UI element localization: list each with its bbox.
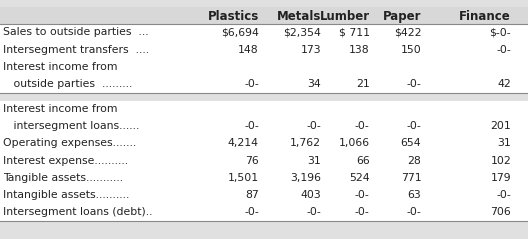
Text: 87: 87	[245, 190, 259, 200]
Text: 4,214: 4,214	[228, 138, 259, 148]
Text: intersegment loans......: intersegment loans......	[3, 121, 139, 131]
Text: 173: 173	[300, 45, 321, 55]
Text: 3,196: 3,196	[290, 173, 321, 183]
Text: -0-: -0-	[244, 121, 259, 131]
Text: Tangible assets...........: Tangible assets...........	[3, 173, 123, 183]
Text: 28: 28	[408, 156, 421, 166]
Text: $ 711: $ 711	[338, 27, 370, 38]
Text: 1,501: 1,501	[228, 173, 259, 183]
Text: Interest income from: Interest income from	[3, 62, 117, 72]
FancyBboxPatch shape	[0, 101, 528, 221]
Text: 706: 706	[491, 207, 511, 217]
Text: 138: 138	[349, 45, 370, 55]
Text: 150: 150	[401, 45, 421, 55]
Text: -0-: -0-	[355, 121, 370, 131]
Text: 76: 76	[245, 156, 259, 166]
Text: Lumber: Lumber	[319, 10, 370, 23]
Text: Interest income from: Interest income from	[3, 104, 117, 114]
Text: Intersegment loans (debt)..: Intersegment loans (debt)..	[3, 207, 152, 217]
Text: 179: 179	[491, 173, 511, 183]
Text: Metals: Metals	[277, 10, 321, 23]
Text: 1,066: 1,066	[338, 138, 370, 148]
Text: -0-: -0-	[407, 79, 421, 89]
Text: Operating expenses.......: Operating expenses.......	[3, 138, 136, 148]
Text: -0-: -0-	[407, 121, 421, 131]
Text: -0-: -0-	[355, 207, 370, 217]
Text: $6,694: $6,694	[221, 27, 259, 38]
Text: 42: 42	[497, 79, 511, 89]
Text: 1,762: 1,762	[290, 138, 321, 148]
Text: 524: 524	[349, 173, 370, 183]
Text: Paper: Paper	[383, 10, 421, 23]
Text: -0-: -0-	[244, 207, 259, 217]
Text: 31: 31	[307, 156, 321, 166]
Text: 31: 31	[497, 138, 511, 148]
Text: -0-: -0-	[244, 79, 259, 89]
Text: $422: $422	[394, 27, 421, 38]
Text: Plastics: Plastics	[208, 10, 259, 23]
Text: 21: 21	[356, 79, 370, 89]
Text: Finance: Finance	[459, 10, 511, 23]
Text: Intangible assets..........: Intangible assets..........	[3, 190, 129, 200]
Text: -0-: -0-	[496, 45, 511, 55]
Text: 148: 148	[238, 45, 259, 55]
Text: 102: 102	[491, 156, 511, 166]
Text: 771: 771	[401, 173, 421, 183]
Text: -0-: -0-	[306, 121, 321, 131]
Text: 201: 201	[491, 121, 511, 131]
Text: Interest expense..........: Interest expense..........	[3, 156, 128, 166]
Text: -0-: -0-	[407, 207, 421, 217]
Text: outside parties  .........: outside parties .........	[3, 79, 132, 89]
Text: $-0-: $-0-	[489, 27, 511, 38]
FancyBboxPatch shape	[0, 7, 528, 24]
Text: 654: 654	[401, 138, 421, 148]
Text: -0-: -0-	[496, 190, 511, 200]
Text: Sales to outside parties  ...: Sales to outside parties ...	[3, 27, 148, 38]
Text: 403: 403	[300, 190, 321, 200]
Text: Intersegment transfers  ....: Intersegment transfers ....	[3, 45, 149, 55]
Text: -0-: -0-	[355, 190, 370, 200]
FancyBboxPatch shape	[0, 24, 528, 93]
Text: 34: 34	[307, 79, 321, 89]
Text: -0-: -0-	[306, 207, 321, 217]
Text: 66: 66	[356, 156, 370, 166]
Text: 63: 63	[408, 190, 421, 200]
Text: $2,354: $2,354	[283, 27, 321, 38]
